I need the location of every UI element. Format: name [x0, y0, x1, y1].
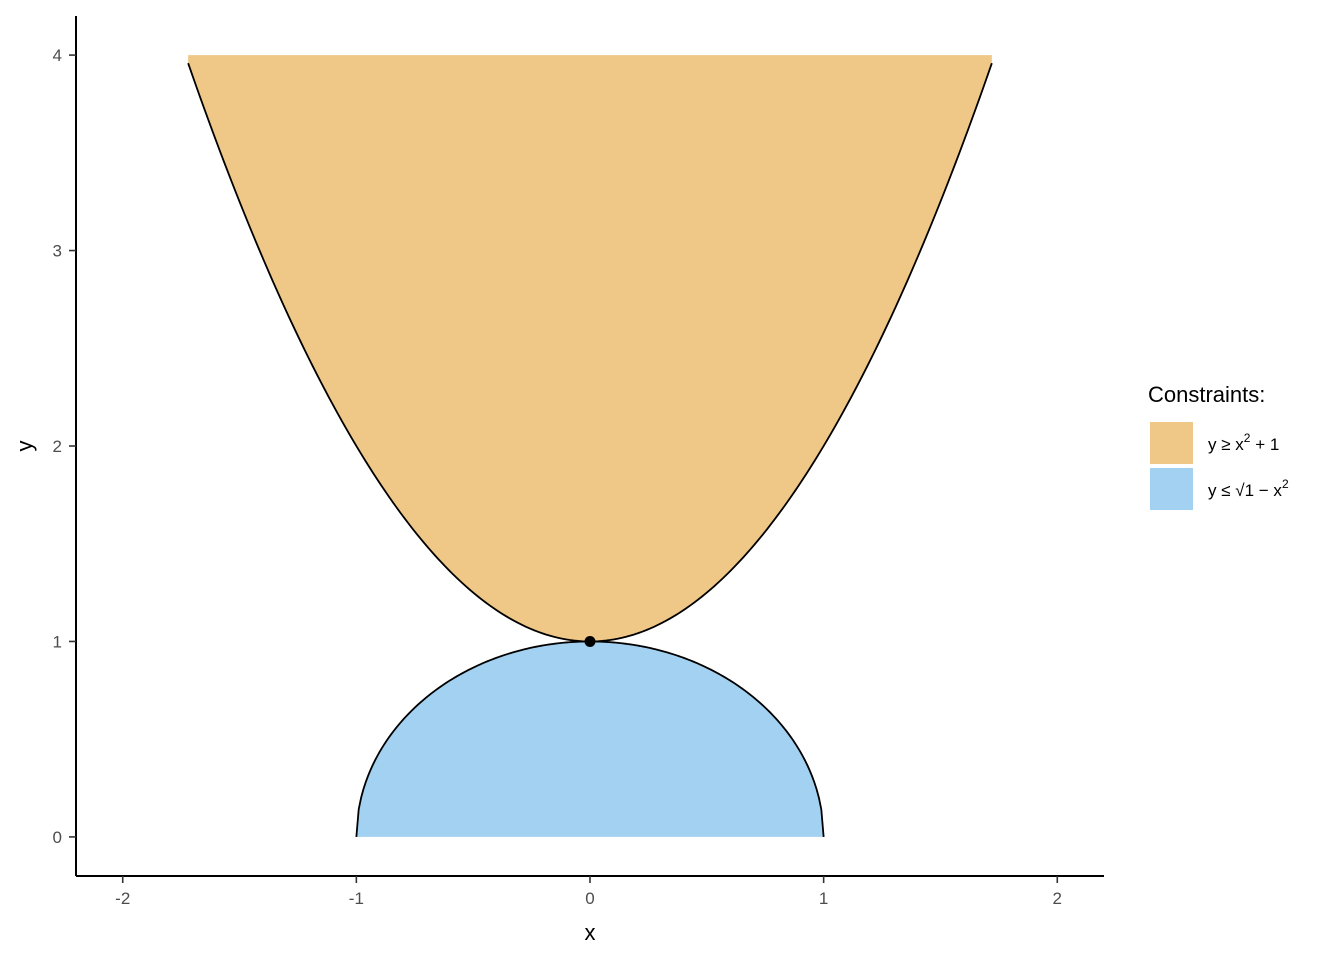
axes-layer: -2 -1 0 1 2 0 1 2 3 4	[53, 16, 1104, 908]
y-tick-label: 0	[53, 828, 62, 847]
x-tick-label: -2	[115, 889, 130, 908]
constraint-region-2	[356, 641, 824, 837]
x-tick-label: 1	[819, 889, 828, 908]
legend-key-2	[1150, 468, 1193, 510]
legend: Constraints: y ≥ x2 + 1 y ≤ √1 − x2	[1148, 382, 1289, 510]
x-axis-title: x	[585, 920, 596, 945]
legend-items: y ≥ x2 + 1 y ≤ √1 − x2	[1150, 422, 1289, 510]
regions-layer	[187, 55, 993, 837]
points-layer	[584, 635, 596, 647]
y-tick-label: 3	[53, 242, 62, 261]
x-tick-label: 2	[1053, 889, 1062, 908]
y-tick-label: 1	[53, 632, 62, 651]
y-axis-title: y	[12, 441, 37, 452]
legend-key-1	[1150, 422, 1193, 464]
constraint-region-1	[188, 55, 992, 642]
y-tick-label: 4	[53, 46, 62, 65]
solution-point	[584, 635, 596, 647]
x-tick-label: 0	[585, 889, 594, 908]
legend-label-2: y ≤ √1 − x2	[1208, 477, 1289, 500]
y-tick-label: 2	[53, 437, 62, 456]
x-tick-label: -1	[349, 889, 364, 908]
legend-label-1: y ≥ x2 + 1	[1208, 431, 1279, 454]
legend-title: Constraints:	[1148, 382, 1265, 407]
